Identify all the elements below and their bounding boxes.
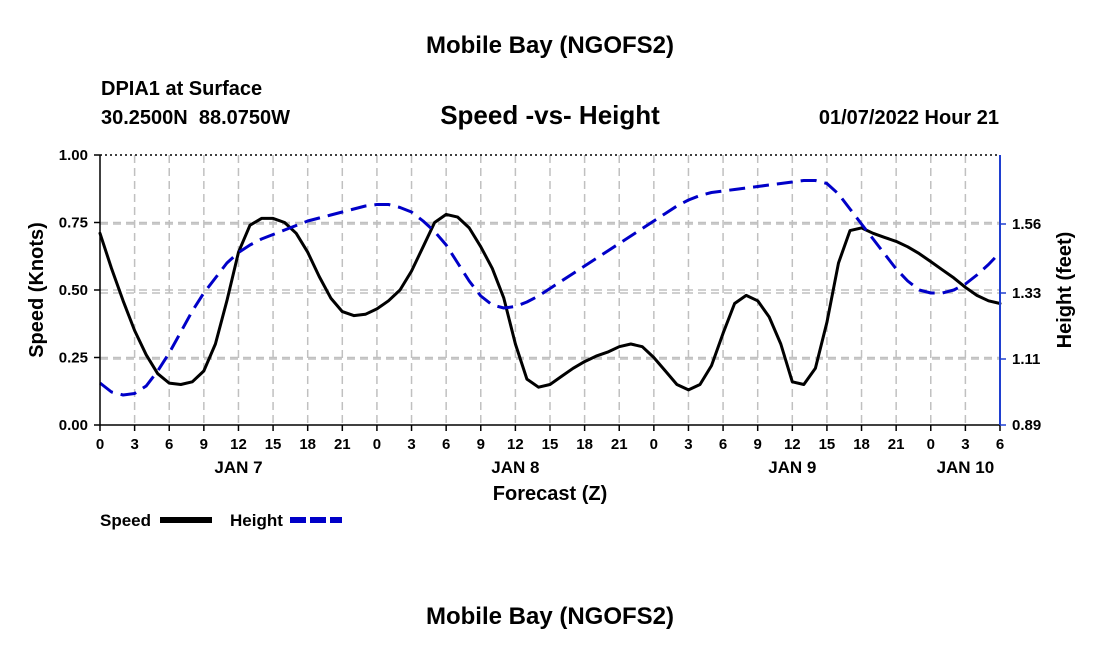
x-tick-label: 21 (611, 436, 628, 453)
x-tick-label: 0 (927, 436, 935, 453)
date-label: JAN 9 (768, 458, 816, 477)
series-lines (98, 179, 1002, 397)
y-tick-label: 0.50 (59, 282, 88, 299)
y2-tick-label: 1.56 (1012, 216, 1041, 233)
y-axis-title: Speed (Knots) (26, 222, 48, 358)
x-tick-label: 18 (853, 436, 870, 453)
x-tick-label: 3 (130, 436, 138, 453)
x-tick-label: 21 (888, 436, 905, 453)
x-axis-title: Forecast (Z) (493, 483, 607, 505)
y-tick-label: 0.00 (59, 417, 88, 434)
x-tick-label: 12 (507, 436, 524, 453)
y-tick-label: 0.25 (59, 350, 88, 367)
date-label: JAN 8 (491, 458, 539, 477)
y2-axis-title: Height (feet) (1054, 232, 1076, 349)
x-tick-label: 3 (961, 436, 969, 453)
date-label: JAN 7 (214, 458, 262, 477)
x-tick-label: 12 (784, 436, 801, 453)
x-tick-label: 9 (200, 436, 208, 453)
x-tick-label: 15 (265, 436, 282, 453)
x-tick-label: 9 (754, 436, 762, 453)
y-tick-label: 1.00 (59, 147, 88, 164)
coordinates-label: 30.2500N 88.0750W (101, 107, 290, 129)
x-tick-label: 21 (334, 436, 351, 453)
x-tick-label: 6 (442, 436, 450, 453)
x-tick-label: 9 (477, 436, 485, 453)
x-tick-label: 3 (407, 436, 415, 453)
x-tick-label: 15 (819, 436, 836, 453)
x-tick-label: 6 (165, 436, 173, 453)
legend-label-height: Height (230, 511, 283, 530)
date-label: JAN 10 (937, 458, 995, 477)
legend-label-speed: Speed (100, 511, 151, 530)
station-label: DPIA1 at Surface (101, 78, 262, 100)
chart-subtitle: Speed -vs- Height (440, 100, 660, 130)
y-tick-label: 0.75 (59, 215, 88, 232)
x-tick-label: 18 (576, 436, 593, 453)
y2-tick-label: 1.11 (1012, 351, 1040, 368)
x-tick-label: 0 (373, 436, 381, 453)
x-tick-label: 15 (542, 436, 559, 453)
page-title: Mobile Bay (NGOFS2) (426, 32, 674, 59)
series-line-speed (98, 212, 1002, 392)
x-tick-label: 0 (96, 436, 104, 453)
y2-tick-label: 0.89 (1012, 417, 1041, 434)
chart-legend: Speed Height (100, 511, 342, 530)
forecast-datetime: 01/07/2022 Hour 21 (819, 107, 999, 129)
x-tick-label: 6 (996, 436, 1004, 453)
axis-ticks: 0 3 6 9 12 15 18 21 0 3 6 9 12 15 18 21 0 3 6 9 12 15 18 21 0 3 6J… (59, 147, 1041, 477)
series-line-height (99, 179, 1002, 397)
x-tick-label: 3 (684, 436, 692, 453)
footer-title: Mobile Bay (NGOFS2) (426, 603, 674, 630)
x-tick-label: 6 (719, 436, 727, 453)
x-tick-label: 12 (230, 436, 247, 453)
x-tick-label: 0 (650, 436, 658, 453)
y2-tick-label: 1.33 (1012, 285, 1041, 302)
x-tick-label: 18 (299, 436, 316, 453)
